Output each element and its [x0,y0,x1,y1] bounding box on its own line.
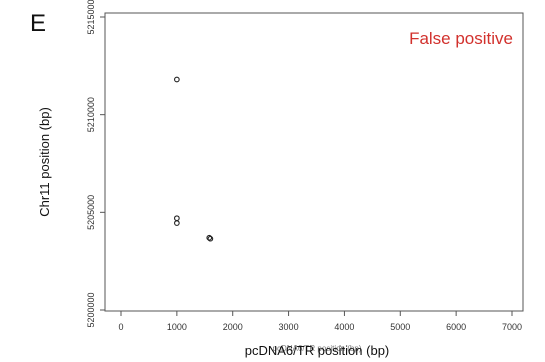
y-axis: 5200000 5205000 5210000 5215000 [86,0,106,328]
y-tick-label: 5210000 [86,97,96,132]
y-axis-title: Chr11 position (bp) [37,107,52,217]
x-tick-label: 7000 [502,322,522,332]
data-point [207,235,214,242]
x-tick-label: 6000 [446,322,466,332]
x-axis-title: pcDNA6/TR position (bp) [245,343,390,358]
x-tick-label: 5000 [390,322,410,332]
panel-label: E [30,10,46,37]
data-point [174,215,180,222]
data-point [174,76,180,83]
x-axis: 0 1000 2000 3000 4000 5000 6000 7000 [105,310,523,332]
x-tick-label: 0 [118,322,123,332]
y-tick-label: 5215000 [86,0,96,35]
x-tick-label: 1000 [167,322,187,332]
false-positive-annotation: False positive [409,29,513,48]
x-tick-label: 2000 [223,322,243,332]
data-point [206,234,213,241]
y-tick-label: 5205000 [86,195,96,230]
x-axis-title-overlap: pcDNA6/TR position (bp) [273,344,362,353]
x-tick-label: 3000 [279,322,299,332]
x-tick-label: 4000 [334,322,354,332]
data-point [174,220,180,226]
y-tick-label: 5200000 [86,292,96,327]
plot-frame [104,12,524,312]
data-points [174,76,214,242]
